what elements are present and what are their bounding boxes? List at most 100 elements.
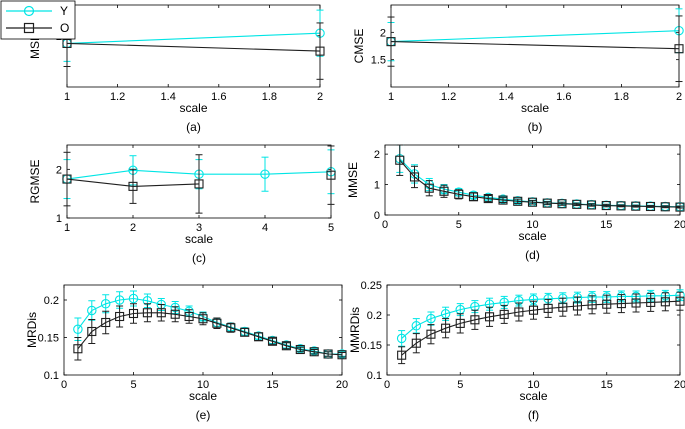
y-tick-label: 0.1 [44,370,59,382]
data-point-o [194,179,204,189]
data-point-o [542,198,552,208]
data-point-o [295,344,305,355]
panel-f: 0 5 10 15 20 0.1 0.15 0.2 0.25 scale MMRDis (f) [348,280,685,422]
data-point-o [128,308,139,319]
panel-caption: (b) [528,120,543,134]
x-axis-label: scale [518,229,546,243]
series-line-y [390,30,680,43]
series-line-o [66,42,321,52]
data-point-o [73,344,83,354]
data-point-o [411,338,421,348]
legend-label-o: O [60,21,69,35]
x-tick-label: 5 [456,219,462,231]
data-point-o [254,332,264,342]
data-point-o [498,195,508,205]
x-tick-label: 1.2 [441,91,456,103]
data-point-o [309,347,319,357]
x-tick-label: 2 [130,222,136,234]
x-tick-label: 15 [600,219,612,231]
legend-circle-marker [23,5,35,17]
data-point-o [528,305,539,315]
x-tick-label: 1 [388,91,394,103]
data-point-o [587,300,597,310]
data-point-o [315,46,325,56]
x-tick-label: 20 [336,379,348,391]
x-tick-label: 2 [317,91,323,103]
data-point-o [484,312,495,322]
data-point-o [326,170,336,180]
y-tick-label: 0.15 [38,333,59,345]
data-point-o [483,194,493,204]
data-point-y [87,305,97,316]
data-point-y [128,293,139,304]
data-point-o [631,201,641,211]
data-point-o [557,199,567,209]
series-line-o [401,300,681,356]
panel-caption: (a) [186,120,201,134]
x-tick-label: 1.6 [556,91,571,103]
panel-caption: (f) [528,408,539,422]
data-point-o [409,172,420,182]
y-tick-label: 0.15 [361,340,382,352]
x-tick-label: 1.8 [262,91,277,103]
data-point-o [439,186,449,196]
data-point-y [396,333,407,344]
x-axis-label: scale [521,101,549,115]
y-tick-label: 2 [380,27,386,39]
axes-box [390,4,680,88]
y-tick-label: 2 [374,149,380,161]
data-point-o [499,309,509,319]
y-tick-label: 0.2 [367,310,382,322]
data-point-o [386,37,396,47]
y-axis-label: MMSE [346,162,360,198]
data-point-o [660,202,670,212]
data-point-y [73,324,83,334]
data-point-o [527,197,538,207]
x-tick-label: 15 [601,379,613,391]
data-point-o [323,349,333,359]
x-tick-label: 0 [384,379,390,391]
data-point-o [267,336,278,346]
data-point-o [337,350,347,360]
data-point-y [440,309,451,319]
x-tick-label: 10 [197,379,209,391]
axes-box [66,4,321,88]
data-point-o [675,296,685,306]
data-point-o [455,318,465,328]
panel-caption: (e) [196,408,211,422]
x-tick-label: 1.2 [110,91,125,103]
x-tick-label: 1.4 [161,91,176,103]
data-point-o [198,314,208,324]
data-point-o [101,317,111,328]
data-point-o [397,350,407,360]
data-point-y [260,169,270,179]
series-line-o [399,159,681,208]
y-axis-label: MMRDis [348,307,362,353]
data-point-o [616,299,626,309]
x-tick-label: 1 [64,222,70,234]
data-point-o [281,341,291,351]
legend-box [0,0,76,40]
series-line-o [390,41,680,50]
data-point-o [62,174,72,184]
data-point-o [572,301,583,311]
x-tick-label: 3 [196,222,202,234]
y-tick-label: 1 [374,180,380,192]
data-point-o [170,309,180,319]
data-point-o [470,315,480,325]
series-line-o [77,312,343,356]
x-tick-label: 5 [328,222,334,234]
data-point-o [572,199,582,209]
x-tick-label: 4 [262,222,268,234]
x-tick-label: 20 [674,219,685,231]
data-point-o [156,308,166,318]
data-point-o [441,323,451,333]
panel-d: 0 5 10 15 20 0 1 2 scale MMSE (d) [346,144,685,262]
series-line-y [401,294,681,339]
panel-c: 1 2 3 4 5 1 2 scale RGMSE (c) [28,144,336,265]
legend-square-marker [23,22,35,34]
data-point-o [601,201,611,211]
x-tick-label: 10 [526,219,538,231]
data-point-o [395,155,405,165]
